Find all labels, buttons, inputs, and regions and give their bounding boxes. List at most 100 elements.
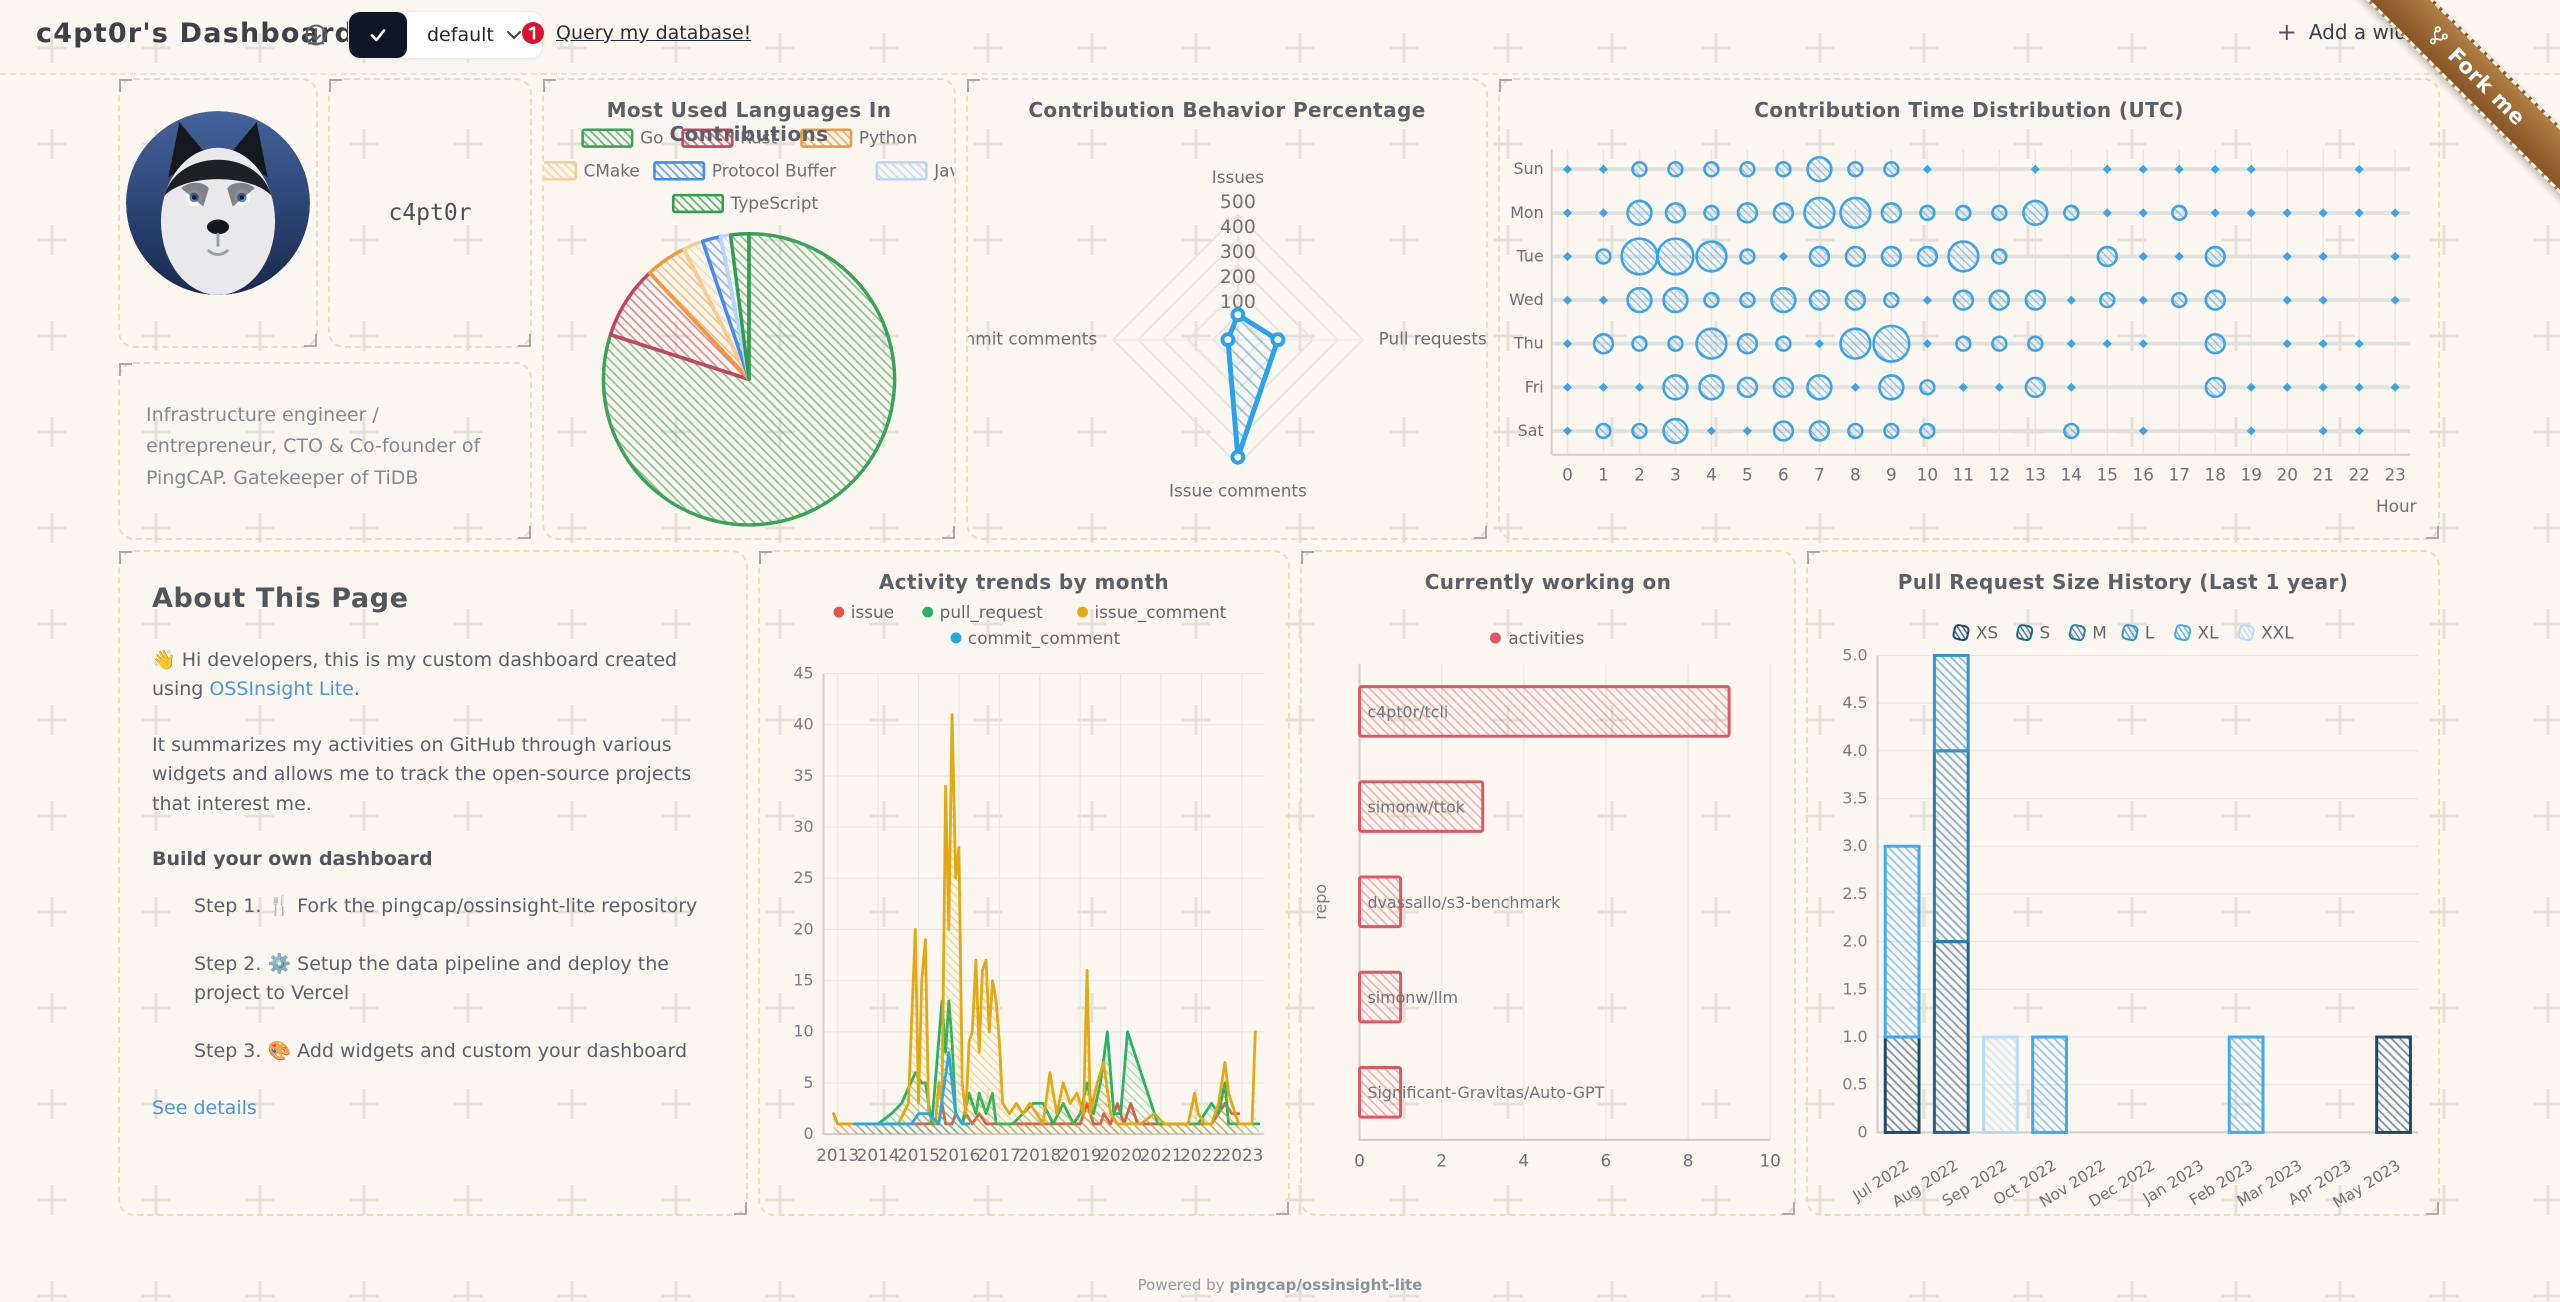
username-text: c4pt0r (388, 200, 472, 226)
activity-trends-line-chart: issue pull_request issue_comment commit_com… (793, 602, 1265, 1165)
svg-text:4.5: 4.5 (1842, 693, 1867, 712)
svg-text:dvassallo/s3-benchmark: dvassallo/s3-benchmark (1367, 893, 1561, 912)
svg-text:XXL: XXL (2261, 623, 2294, 643)
pr-size-segment-XXL (1982, 1035, 2019, 1134)
svg-text:2: 2 (1436, 1151, 1447, 1171)
svg-text:2023: 2023 (1220, 1145, 1263, 1165)
chart-title-currently-working: Currently working on (1424, 570, 1672, 594)
svg-text:2021: 2021 (1140, 1145, 1183, 1165)
svg-text:2013: 2013 (816, 1145, 859, 1165)
bio-text: Infrastructure engineer / entrepreneur, … (146, 404, 481, 489)
svg-text:22: 22 (2348, 465, 2369, 485)
svg-text:2016: 2016 (937, 1145, 980, 1165)
footer: Powered by pingcap/ossinsight-lite (0, 1276, 2560, 1294)
ossinsight-repo-link[interactable]: pingcap/ossinsight-lite (1229, 1276, 1423, 1294)
step-2: Step 2. ⚙️ Setup the data pipeline and d… (194, 952, 669, 1005)
page-title: c4pt0r's Dashboard (36, 18, 356, 49)
ossinsight-lite-link[interactable]: OSSInsight Lite (209, 678, 354, 701)
powered-by-text: Powered by (1137, 1276, 1230, 1294)
svg-text:25: 25 (793, 868, 813, 887)
widget-languages-pie: Most Used Languages In Contributions Go R… (542, 78, 956, 540)
widget-bio: Infrastructure engineer / entrepreneur, … (118, 362, 532, 540)
top-header: c4pt0r's Dashboard default Query my data… (0, 0, 2560, 75)
chart-title-languages: Most Used Languages In Contributions (606, 98, 892, 146)
svg-text:Sat: Sat (1518, 421, 1544, 440)
svg-text:6: 6 (1601, 1151, 1612, 1171)
svg-text:XL: XL (2198, 623, 2220, 643)
pr-size-segment-M (1932, 749, 1970, 944)
svg-text:commit_comment: commit_comment (968, 628, 1121, 649)
step-1: Step 1. 🍴 Fork the pingcap/ossinsight-li… (194, 895, 698, 918)
svg-text:10: 10 (1917, 465, 1938, 485)
pr-size-segment-S (1932, 940, 1970, 1134)
svg-text:20: 20 (2277, 465, 2298, 485)
dashboard-switcher: default (348, 11, 543, 59)
svg-text:10: 10 (793, 1022, 813, 1041)
svg-text:19: 19 (2241, 465, 2262, 485)
svg-text:8: 8 (1683, 1151, 1694, 1171)
svg-text:CMake: CMake (584, 160, 640, 180)
svg-text:300: 300 (1220, 242, 1256, 263)
repo-bar (1358, 780, 1485, 833)
svg-text:13: 13 (2025, 465, 2046, 485)
svg-text:0: 0 (1354, 1151, 1365, 1171)
chart-title-pr-size: Pull Request Size History (Last 1 year) (1897, 570, 2349, 594)
step-3: Step 3. 🎨 Add widgets and custom your da… (194, 1039, 688, 1062)
radar-data-polygon (1225, 312, 1281, 460)
svg-text:Pull requests: Pull requests (1379, 329, 1486, 349)
svg-text:4: 4 (1706, 465, 1717, 485)
about-heading: About This Page (152, 583, 409, 614)
svg-text:simonw/llm: simonw/llm (1367, 988, 1457, 1007)
git-fork-icon (2430, 26, 2449, 45)
svg-text:2014: 2014 (857, 1145, 900, 1165)
fork-me-ribbon[interactable]: Fork me (2338, 0, 2560, 214)
svg-text:Issues: Issues (1212, 167, 1264, 187)
dashboard-select[interactable]: default (407, 12, 542, 58)
svg-text:10: 10 (1759, 1151, 1780, 1171)
svg-text:pull_request: pull_request (940, 602, 1044, 623)
repo-bar (1358, 1066, 1403, 1119)
svg-text:Hour: Hour (2376, 496, 2417, 516)
svg-text:6: 6 (1778, 465, 1789, 485)
svg-text:35: 35 (793, 766, 813, 785)
svg-text:500: 500 (1220, 192, 1256, 213)
query-database: Query my database! (520, 20, 751, 46)
svg-text:20: 20 (793, 919, 813, 938)
svg-text:16: 16 (2133, 465, 2154, 485)
see-details-link[interactable]: See details (152, 1097, 257, 1120)
husky-avatar-illustration (126, 111, 310, 295)
svg-text:400: 400 (1220, 217, 1256, 238)
pr-size-segment-XL (1883, 844, 1921, 1039)
dashboard-select-value: default (427, 24, 494, 46)
pr-size-stacked-bar-chart: XS S M L XL XXL 0 0.5 1.0 1.5 2.0 2.5 3.0 3.5 4.0 4.5 5.… (1842, 623, 2419, 1212)
svg-text:2018: 2018 (1018, 1145, 1061, 1165)
pr-size-segment-XL (2227, 1035, 2265, 1134)
series-issue_comment (832, 713, 1257, 1126)
svg-text:Rust: Rust (740, 128, 777, 148)
svg-text:0.5: 0.5 (1842, 1075, 1867, 1094)
svg-text:40: 40 (793, 715, 813, 734)
query-database-link[interactable]: Query my database! (556, 22, 752, 44)
svg-text:Go: Go (640, 128, 663, 148)
svg-text:3.5: 3.5 (1842, 789, 1867, 808)
svg-text:S: S (2040, 623, 2051, 643)
svg-text:21: 21 (2312, 465, 2333, 485)
svg-text:1: 1 (1598, 465, 1609, 485)
svg-text:XS: XS (1976, 623, 1998, 643)
widget-pr-size-history: Pull Request Size History (Last 1 year) … (1806, 550, 2440, 1216)
svg-text:Tue: Tue (1516, 246, 1544, 265)
widget-about: About This Page 👋 Hi developers, this is… (118, 550, 748, 1216)
chart-title-behavior: Contribution Behavior Percentage (1028, 98, 1426, 122)
svg-text:5: 5 (1742, 465, 1753, 485)
chart-title-activity: Activity trends by month (878, 570, 1170, 594)
svg-text:8: 8 (1850, 465, 1861, 485)
confirm-check-button[interactable] (349, 12, 407, 58)
download-share-icon[interactable] (302, 22, 330, 50)
svg-text:M: M (2092, 623, 2107, 643)
svg-text:issue: issue (851, 602, 894, 622)
svg-text:15: 15 (2097, 465, 2118, 485)
svg-text:TypeScript: TypeScript (730, 193, 819, 213)
pr-size-segment-XS (2375, 1035, 2412, 1134)
pie-slices (601, 232, 897, 527)
